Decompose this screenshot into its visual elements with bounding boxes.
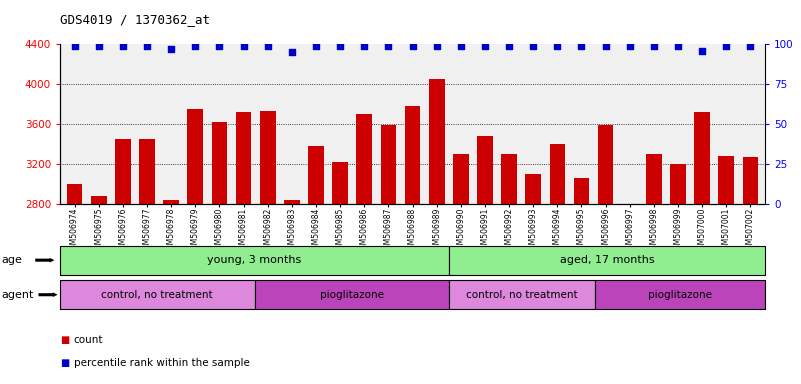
Text: aged, 17 months: aged, 17 months bbox=[560, 255, 654, 265]
Point bbox=[720, 43, 733, 49]
Text: young, 3 months: young, 3 months bbox=[207, 255, 302, 265]
Text: ■: ■ bbox=[60, 358, 70, 368]
Point bbox=[140, 43, 153, 49]
Point bbox=[454, 43, 467, 49]
Point bbox=[309, 43, 322, 49]
Bar bbox=[60, 280, 255, 309]
Bar bbox=[477, 136, 493, 384]
Text: GDS4019 / 1370362_at: GDS4019 / 1370362_at bbox=[60, 13, 210, 26]
Bar bbox=[549, 144, 566, 384]
Point bbox=[406, 43, 419, 49]
Text: pioglitazone: pioglitazone bbox=[648, 290, 712, 300]
Bar bbox=[235, 112, 252, 384]
Bar bbox=[163, 200, 179, 384]
Bar bbox=[453, 154, 469, 384]
Bar bbox=[694, 112, 710, 384]
Text: pioglitazone: pioglitazone bbox=[320, 290, 384, 300]
Bar bbox=[332, 162, 348, 384]
Bar bbox=[525, 174, 541, 384]
Text: percentile rank within the sample: percentile rank within the sample bbox=[74, 358, 250, 368]
Bar bbox=[574, 178, 590, 384]
Bar bbox=[501, 154, 517, 384]
Text: control, no treatment: control, no treatment bbox=[102, 290, 213, 300]
Point bbox=[358, 43, 371, 49]
Point bbox=[237, 43, 250, 49]
Text: control, no treatment: control, no treatment bbox=[466, 290, 578, 300]
Bar bbox=[308, 146, 324, 384]
Bar bbox=[449, 246, 765, 275]
Bar bbox=[449, 280, 595, 309]
Bar bbox=[139, 139, 155, 384]
Bar bbox=[598, 125, 614, 384]
Point bbox=[68, 43, 81, 49]
Bar bbox=[255, 280, 449, 309]
Point bbox=[551, 43, 564, 49]
Point bbox=[696, 48, 709, 54]
Point bbox=[672, 43, 685, 49]
Point bbox=[213, 43, 226, 49]
Bar bbox=[622, 204, 638, 384]
Text: agent: agent bbox=[2, 290, 34, 300]
Bar bbox=[595, 280, 765, 309]
Point bbox=[599, 43, 612, 49]
Point bbox=[503, 43, 516, 49]
Point bbox=[165, 46, 178, 52]
Point bbox=[189, 43, 202, 49]
Bar bbox=[91, 196, 107, 384]
Bar bbox=[260, 111, 276, 384]
Point bbox=[382, 43, 395, 49]
Bar bbox=[115, 139, 131, 384]
Point bbox=[478, 43, 491, 49]
Text: count: count bbox=[74, 335, 103, 345]
Bar bbox=[718, 156, 735, 384]
Bar bbox=[429, 79, 445, 384]
Bar bbox=[646, 154, 662, 384]
Text: age: age bbox=[2, 255, 22, 265]
Bar bbox=[380, 125, 396, 384]
Point bbox=[430, 43, 443, 49]
Bar bbox=[743, 157, 759, 384]
Point bbox=[575, 43, 588, 49]
Point bbox=[92, 43, 105, 49]
Point bbox=[116, 43, 129, 49]
Bar bbox=[670, 164, 686, 384]
Bar bbox=[211, 122, 227, 384]
Point bbox=[285, 49, 298, 55]
Point bbox=[647, 43, 660, 49]
Point bbox=[744, 43, 757, 49]
Bar bbox=[60, 246, 449, 275]
Point bbox=[334, 43, 347, 49]
Bar bbox=[284, 200, 300, 384]
Point bbox=[623, 43, 636, 49]
Point bbox=[527, 43, 540, 49]
Bar bbox=[356, 114, 372, 384]
Bar bbox=[187, 109, 203, 384]
Text: ■: ■ bbox=[60, 335, 70, 345]
Bar bbox=[405, 106, 421, 384]
Bar bbox=[66, 184, 83, 384]
Point bbox=[261, 43, 274, 49]
